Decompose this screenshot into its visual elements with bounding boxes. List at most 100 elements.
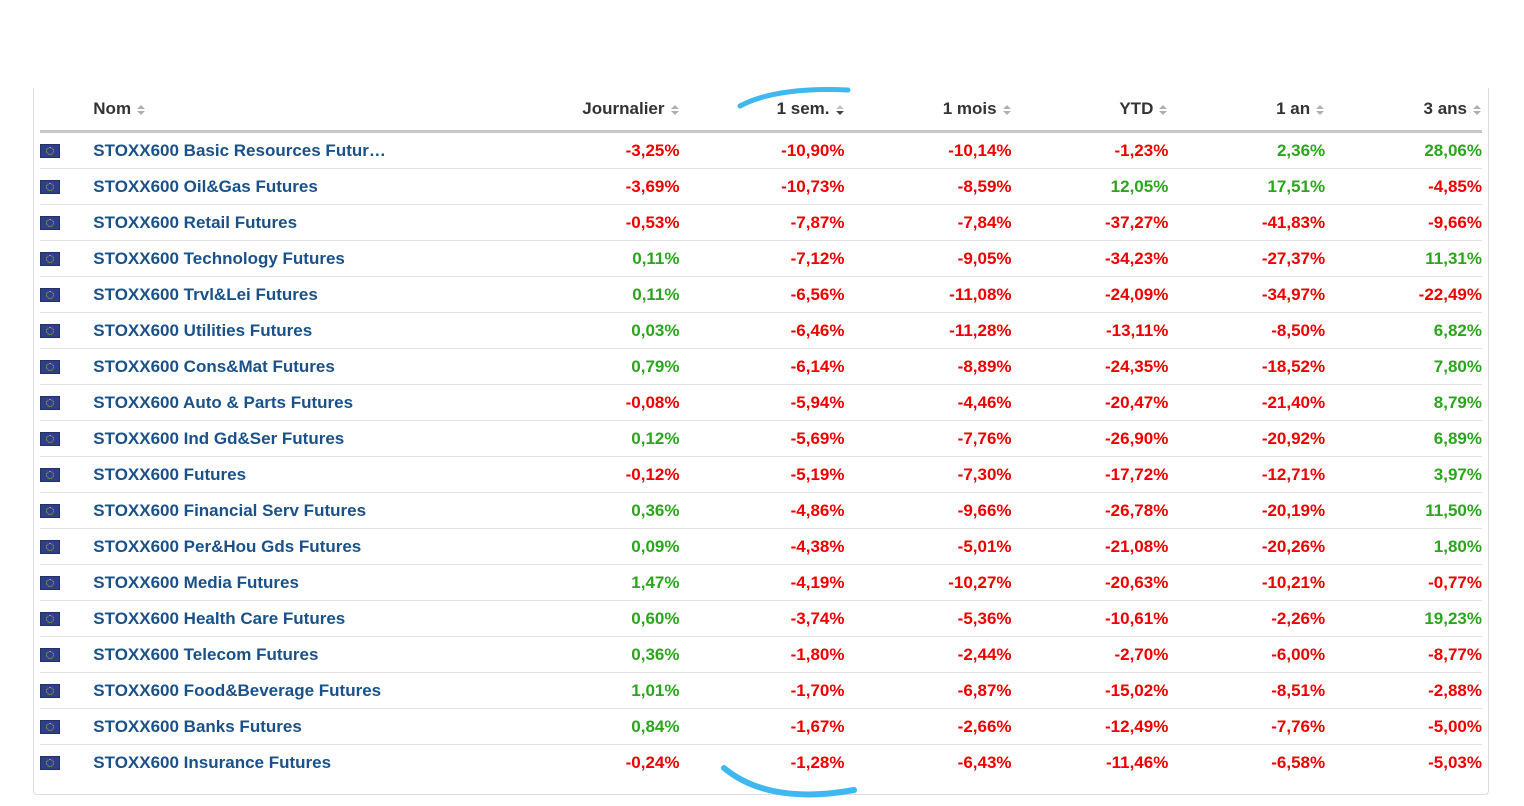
performance-3-years-cell: 3,97%: [1325, 456, 1482, 493]
table-row[interactable]: STOXX600 Trvl&Lei Futures 0,11% -6,56% -11,…: [40, 276, 1482, 313]
column-header-week[interactable]: 1 sem.: [679, 88, 845, 133]
table-row[interactable]: STOXX600 Technology Futures 0,11% -7,12% -9…: [40, 240, 1482, 277]
table-row[interactable]: STOXX600 Auto & Parts Futures -0,08% -5,94…: [40, 384, 1482, 421]
performance-daily-cell: 1,01%: [441, 672, 680, 709]
performance-ytd-cell: -24,09%: [1011, 276, 1169, 313]
instrument-link[interactable]: STOXX600 Futures: [93, 464, 247, 484]
performance-1-year-cell: -2,26%: [1168, 600, 1326, 637]
instrument-link[interactable]: STOXX600 Basic Resources Futur…: [93, 140, 386, 160]
column-header-ytd-label: YTD: [1119, 99, 1154, 118]
table-row[interactable]: STOXX600 Food&Beverage Futures 1,01% -1,70…: [40, 672, 1482, 709]
performance-1-year-cell: -12,71%: [1168, 456, 1326, 493]
performance-panel: Nom Journalier 1 sem. 1 mois YTD 1 an: [33, 88, 1489, 795]
table-row[interactable]: STOXX600 Cons&Mat Futures 0,79% -6,14% -8,8…: [40, 348, 1482, 385]
flag-cell: [40, 384, 94, 421]
instrument-link[interactable]: STOXX600 Utilities Futures: [93, 320, 313, 340]
table-row[interactable]: STOXX600 Retail Futures -0,53% -7,87% -7,84…: [40, 204, 1482, 241]
performance-ytd-cell: -2,70%: [1011, 636, 1169, 673]
instrument-link[interactable]: STOXX600 Financial Serv Futures: [93, 500, 367, 520]
performance-daily-cell: 0,03%: [441, 312, 680, 349]
performance-3-years-cell: 28,06%: [1325, 131, 1482, 169]
instrument-link[interactable]: STOXX600 Trvl&Lei Futures: [93, 284, 318, 304]
instrument-link[interactable]: STOXX600 Cons&Mat Futures: [93, 356, 335, 376]
performance-week-cell: -5,19%: [679, 456, 845, 493]
performance-1-year-cell: -34,97%: [1168, 276, 1326, 313]
instrument-name-cell: STOXX600 Futures: [93, 456, 442, 493]
eu-flag-icon: [40, 252, 60, 267]
instrument-link[interactable]: STOXX600 Ind Gd&Ser Futures: [93, 428, 345, 448]
performance-daily-cell: 0,09%: [441, 528, 680, 565]
performance-month-cell: -7,84%: [844, 204, 1012, 241]
table-row[interactable]: STOXX600 Oil&Gas Futures -3,69% -10,73% -8,…: [40, 168, 1482, 205]
sort-icon: [1002, 104, 1012, 115]
table-header-row: Nom Journalier 1 sem. 1 mois YTD 1 an: [40, 88, 1482, 133]
table-row[interactable]: STOXX600 Telecom Futures 0,36% -1,80% -2,44…: [40, 636, 1482, 673]
instrument-link[interactable]: STOXX600 Oil&Gas Futures: [93, 176, 318, 196]
performance-month-cell: -10,14%: [844, 131, 1012, 169]
performance-daily-cell: 0,79%: [441, 348, 680, 385]
performance-1-year-cell: -10,21%: [1168, 564, 1326, 601]
flag-cell: [40, 600, 94, 637]
performance-3-years-cell: -5,03%: [1428, 752, 1482, 772]
performance-ytd-cell: -17,72%: [1011, 456, 1169, 493]
table-row[interactable]: STOXX600 Insurance Futures -0,24% -1,28% -6…: [40, 745, 1482, 781]
table-row[interactable]: STOXX600 Per&Hou Gds Futures 0,09% -4,38% -…: [40, 528, 1482, 565]
performance-month-cell: -10,27%: [844, 564, 1012, 601]
instrument-link[interactable]: STOXX600 Insurance Futures: [93, 752, 332, 772]
instrument-link[interactable]: STOXX600 Per&Hou Gds Futures: [93, 536, 362, 556]
column-header-week-label: 1 sem.: [776, 99, 830, 118]
performance-3-years-cell: 8,79%: [1325, 384, 1482, 421]
instrument-name-cell: STOXX600 Technology Futures: [93, 240, 442, 277]
instrument-link[interactable]: STOXX600 Banks Futures: [93, 716, 302, 736]
performance-daily-cell: 0,36%: [441, 492, 680, 529]
column-header-ytd[interactable]: YTD: [1011, 88, 1169, 133]
performance-3-years-cell: 6,82%: [1325, 312, 1482, 349]
flag-cell: [40, 276, 94, 313]
table-row[interactable]: STOXX600 Utilities Futures 0,03% -6,46% -11…: [40, 312, 1482, 349]
column-header-1-year-label: 1 an: [1276, 99, 1311, 118]
instrument-name-cell: STOXX600 Per&Hou Gds Futures: [93, 528, 442, 565]
instrument-link[interactable]: STOXX600 Auto & Parts Futures: [93, 392, 354, 412]
eu-flag-icon: [40, 720, 60, 735]
performance-1-year-cell: 2,36%: [1168, 131, 1326, 169]
performance-daily-cell: -3,69%: [441, 168, 680, 205]
performance-week-cell: -4,86%: [679, 492, 845, 529]
performance-ytd-cell: -20,47%: [1011, 384, 1169, 421]
performance-month-cell: -11,08%: [844, 276, 1012, 313]
table-row[interactable]: STOXX600 Ind Gd&Ser Futures 0,12% -5,69% -7…: [40, 420, 1482, 457]
performance-1-year-cell: -7,76%: [1168, 708, 1326, 745]
performance-3-years-cell: -0,77%: [1325, 564, 1482, 601]
column-header-month[interactable]: 1 mois: [844, 88, 1012, 133]
instrument-link[interactable]: STOXX600 Telecom Futures: [93, 644, 319, 664]
eu-flag-icon: [40, 180, 60, 195]
table-row[interactable]: STOXX600 Futures -0,12% -5,19% -7,30% -17,72…: [40, 456, 1482, 493]
sort-icon: [670, 104, 680, 115]
sort-icon: [137, 104, 146, 115]
column-header-3-years[interactable]: 3 ans: [1325, 88, 1482, 133]
sort-descending-icon: [835, 104, 845, 115]
performance-ytd-cell: -12,49%: [1011, 708, 1169, 745]
instrument-link[interactable]: STOXX600 Health Care Futures: [93, 608, 346, 628]
instrument-link[interactable]: STOXX600 Media Futures: [93, 572, 299, 592]
column-header-daily[interactable]: Journalier: [441, 88, 680, 133]
performance-month-cell: -7,30%: [844, 456, 1012, 493]
performance-1-year-cell: -27,37%: [1168, 240, 1326, 277]
flag-cell: [40, 708, 94, 745]
performance-3-years-cell: -5,00%: [1325, 708, 1482, 745]
performance-ytd-cell: -1,23%: [1011, 131, 1169, 169]
table-row[interactable]: STOXX600 Health Care Futures 0,60% -3,74% -…: [40, 600, 1482, 637]
table-row[interactable]: STOXX600 Media Futures 1,47% -4,19% -10,27%…: [40, 564, 1482, 601]
instrument-link[interactable]: STOXX600 Food&Beverage Futures: [93, 680, 382, 700]
instrument-link[interactable]: STOXX600 Retail Futures: [93, 212, 298, 232]
column-header-1-year[interactable]: 1 an: [1168, 88, 1326, 133]
instrument-name-cell: STOXX600 Financial Serv Futures: [93, 492, 442, 529]
table-row[interactable]: STOXX600 Banks Futures 0,84% -1,67% -2,66% -…: [40, 708, 1482, 745]
column-header-name[interactable]: Nom: [93, 88, 442, 133]
performance-table: Nom Journalier 1 sem. 1 mois YTD 1 an: [40, 88, 1482, 780]
sort-icon: [1316, 104, 1325, 115]
table-row[interactable]: STOXX600 Financial Serv Futures 0,36% -4,8…: [40, 492, 1482, 529]
instrument-name-cell: STOXX600 Cons&Mat Futures: [93, 348, 442, 385]
instrument-link[interactable]: STOXX600 Technology Futures: [93, 248, 345, 268]
table-row[interactable]: STOXX600 Basic Resources Futur… -3,25% -10…: [40, 131, 1482, 169]
performance-3-years-cell: 6,89%: [1325, 420, 1482, 457]
